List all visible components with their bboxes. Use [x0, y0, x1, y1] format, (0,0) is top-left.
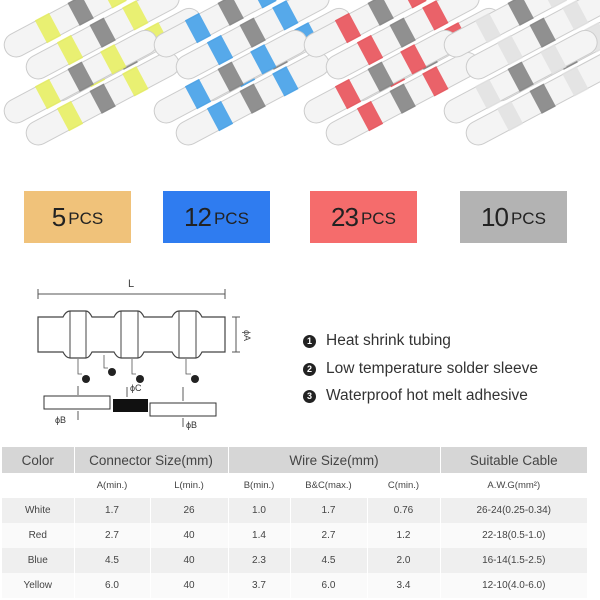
number-2-icon: 2 [303, 362, 316, 376]
connector-diagram: L ϕA ϕC ϕB ϕB [37, 278, 252, 430]
spec-table: Color Connector Size(mm) Wire Size(mm) S… [2, 447, 588, 598]
table-cell: Red [2, 523, 75, 548]
number-1-icon: 1 [303, 334, 316, 348]
table-cell: 40 [150, 548, 229, 573]
dia-b-label-right: ϕB [186, 420, 197, 430]
table-header-row: Color Connector Size(mm) Wire Size(mm) S… [2, 447, 588, 473]
table-cell: 2.7 [74, 523, 151, 548]
legend-item-heat-shrink: 1 Heat shrink tubing [303, 332, 451, 350]
pack-count-badge: 10 PCS [460, 191, 567, 243]
table-cell: 2.0 [367, 548, 441, 573]
table-cell: Blue [2, 548, 75, 573]
subheader-cell: A(min.) [74, 473, 151, 498]
pack-count: 12 [184, 201, 212, 232]
table-row: White 1.7 26 1.0 1.7 0.76 26-24(0.25-0.34) [2, 498, 588, 523]
legend-item-adhesive: 3 Waterproof hot melt adhesive [303, 387, 528, 405]
pack-count-badge: 5 PCS [24, 191, 131, 243]
table-cell: 12-10(4.0-6.0) [440, 573, 588, 598]
legend-text: Low temperature solder sleeve [326, 360, 538, 377]
dia-c-label: ϕC [130, 383, 142, 393]
pack-unit: PCS [510, 209, 546, 228]
table-cell: 1.2 [367, 523, 441, 548]
table-subheader-row: A(min.) L(min.) B(min.) B&C(max.) C(min.… [2, 473, 588, 498]
table-cell: 26-24(0.25-0.34) [440, 498, 588, 523]
table-cell: 1.4 [228, 523, 291, 548]
table-cell: 26 [150, 498, 229, 523]
table-cell: 40 [150, 523, 229, 548]
pack-unit: PCS [213, 209, 249, 228]
table-cell: White [2, 498, 75, 523]
header-connector-size: Connector Size(mm) [74, 447, 229, 473]
subheader-cell: A.W.G(mm²) [440, 473, 588, 498]
pack-count: 10 [481, 201, 509, 232]
table-row: Yellow 6.0 40 3.7 6.0 3.4 12-10(4.0-6.0) [2, 573, 588, 598]
table-cell: 6.0 [74, 573, 151, 598]
pack-unit: PCS [68, 209, 104, 228]
header-color: Color [2, 447, 75, 473]
pack-count: 23 [331, 201, 359, 232]
legend-item-solder-sleeve: 2 Low temperature solder sleeve [303, 360, 538, 378]
table-cell: 4.5 [74, 548, 151, 573]
connector-group-photo [153, 0, 352, 146]
subheader-cell: B(min.) [228, 473, 291, 498]
table-row: Red 2.7 40 1.4 2.7 1.2 22-18(0.5-1.0) [2, 523, 588, 548]
table-cell: 1.7 [74, 498, 151, 523]
pack-count: 5 [51, 201, 67, 232]
pack-count-badge: 12 PCS [163, 191, 270, 243]
table-cell: 6.0 [290, 573, 368, 598]
table-cell: 1.0 [228, 498, 291, 523]
subheader-cell: B&C(max.) [290, 473, 368, 498]
header-wire-size: Wire Size(mm) [228, 447, 441, 473]
table-cell: 3.7 [228, 573, 291, 598]
connector-group-photo [443, 0, 600, 146]
table-cell: 3.4 [367, 573, 441, 598]
table-cell: 2.7 [290, 523, 368, 548]
subheader-cell: L(min.) [150, 473, 229, 498]
connector-group-photo [3, 0, 202, 146]
dia-a-label: ϕA [242, 330, 252, 341]
subheader-cell [2, 473, 75, 498]
number-3-icon: 3 [303, 389, 316, 403]
pack-count-badge: 23 PCS [310, 191, 417, 243]
legend-text: Heat shrink tubing [326, 332, 451, 349]
legend-text: Waterproof hot melt adhesive [326, 387, 528, 404]
header-suitable-cable: Suitable Cable [440, 447, 588, 473]
product-photo [3, 0, 600, 146]
length-label: L [128, 278, 134, 290]
table-cell: 4.5 [290, 548, 368, 573]
table-cell: 40 [150, 573, 229, 598]
dia-b-label-left: ϕB [55, 415, 66, 425]
table-cell: 1.7 [290, 498, 368, 523]
pack-unit: PCS [360, 209, 396, 228]
table-cell: 22-18(0.5-1.0) [440, 523, 588, 548]
table-cell: Yellow [2, 573, 75, 598]
table-cell: 2.3 [228, 548, 291, 573]
subheader-cell: C(min.) [367, 473, 441, 498]
table-cell: 16-14(1.5-2.5) [440, 548, 588, 573]
table-row: Blue 4.5 40 2.3 4.5 2.0 16-14(1.5-2.5) [2, 548, 588, 573]
table-cell: 0.76 [367, 498, 441, 523]
